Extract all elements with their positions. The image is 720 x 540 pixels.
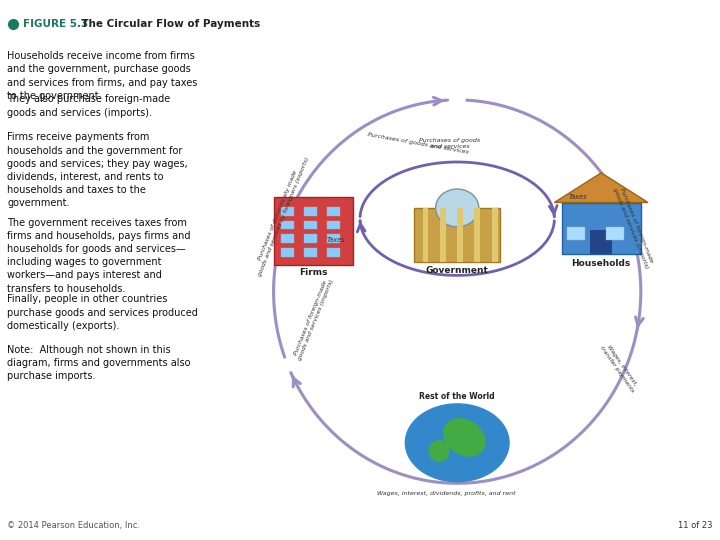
Bar [606,227,624,240]
Text: © 2014 Pearson Education, Inc.: © 2014 Pearson Education, Inc. [7,521,140,530]
Bar [327,207,340,216]
Text: Purchases of goods
and services: Purchases of goods and services [420,138,480,148]
Bar [457,208,463,262]
Text: Taxes: Taxes [569,194,588,200]
Bar [567,227,585,240]
Text: Wages, interest, dividends, profits, and rent: Wages, interest, dividends, profits, and… [377,491,516,496]
Text: Firms receive payments from
households and the government for
goods and services: Firms receive payments from households a… [7,132,188,208]
Bar [590,230,612,254]
FancyBboxPatch shape [414,208,500,262]
Bar [440,208,446,262]
Text: Purchases of foreign-made
goods and services (imports): Purchases of foreign-made goods and serv… [292,276,335,361]
Text: Note:  Although not shown in this
diagram, firms and governments also
purchase i: Note: Although not shown in this diagram… [7,345,191,381]
Bar [304,207,317,216]
Text: FIGURE 5.3: FIGURE 5.3 [23,19,89,29]
Text: Purchases of domestically made
goods and services by foreigners (exports): Purchases of domestically made goods and… [252,154,310,278]
Bar [327,248,340,256]
Text: Households: Households [572,259,631,268]
Text: Government: Government [426,266,489,275]
Ellipse shape [428,440,450,462]
Bar [304,248,317,256]
Bar [327,234,340,243]
Text: Purchases of foreign-made
goods and services (imports): Purchases of foreign-made goods and serv… [612,185,655,269]
Text: Purchases of goods and services: Purchases of goods and services [366,132,469,154]
Text: They also purchase foreign-made
goods and services (imports).: They also purchase foreign-made goods an… [7,94,171,118]
Bar [474,208,480,262]
Bar [492,208,498,262]
Text: Finally, people in other countries
purchase goods and services produced
domestic: Finally, people in other countries purch… [7,294,198,330]
Bar [304,221,317,230]
FancyBboxPatch shape [274,197,353,265]
FancyBboxPatch shape [562,202,641,254]
Bar [281,234,294,243]
Bar [423,208,428,262]
Bar [304,234,317,243]
Text: 11 of 23: 11 of 23 [678,521,713,530]
Text: Rest of the World: Rest of the World [419,392,495,401]
Circle shape [405,404,509,482]
Text: Households receive income from firms
and the government, purchase goods
and serv: Households receive income from firms and… [7,51,197,101]
Text: Wages, interest,
transfer payments: Wages, interest, transfer payments [599,341,639,393]
Text: The government receives taxes from
firms and households, pays firms and
househol: The government receives taxes from firms… [7,218,191,294]
Bar [281,221,294,230]
Bar [327,221,340,230]
Text: Firms: Firms [299,268,328,278]
Bar [281,207,294,216]
Bar [281,248,294,256]
Ellipse shape [436,189,479,227]
Text: The Circular Flow of Payments: The Circular Flow of Payments [74,19,261,29]
Text: Taxes: Taxes [327,237,346,244]
Ellipse shape [443,418,486,457]
Polygon shape [554,173,648,202]
